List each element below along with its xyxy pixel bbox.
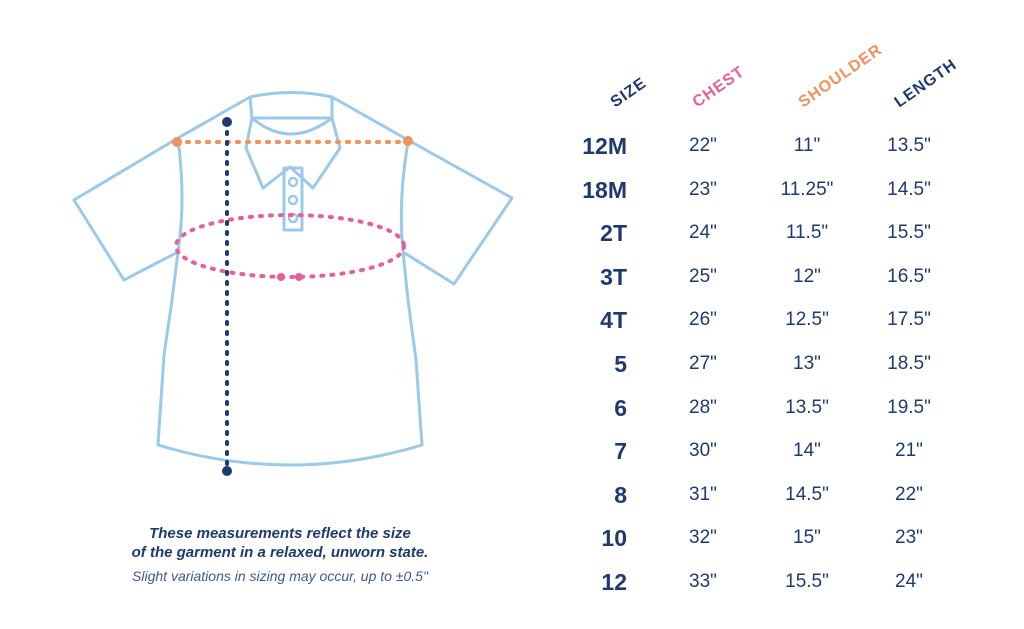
cell-size: 8	[614, 481, 627, 508]
cell-length: 15.5"	[887, 222, 931, 244]
button-middle	[287, 194, 299, 206]
cell-size: 2T	[600, 220, 627, 247]
caption-note: Slight variations in sizing may occur, u…	[132, 568, 428, 584]
collar-inner	[250, 116, 334, 136]
right-sleeve-seam	[399, 140, 410, 254]
cell-chest: 33"	[689, 571, 717, 592]
cell-shoulder: 14"	[793, 440, 821, 462]
cell-size: 18M	[582, 176, 627, 203]
cell-size: 6	[614, 394, 627, 421]
chest-measure-line	[174, 213, 406, 279]
cell-chest: 31"	[689, 483, 717, 505]
cell-shoulder: 15"	[793, 527, 821, 549]
cell-shoulder: 13.5"	[785, 396, 829, 418]
cell-chest: 30"	[689, 440, 717, 462]
cell-size: 4T	[600, 307, 627, 334]
collar-left	[244, 116, 292, 190]
cell-length: 18.5"	[887, 353, 931, 374]
cell-shoulder: 13"	[793, 353, 821, 374]
cell-chest: 24"	[689, 222, 717, 244]
cell-shoulder: 11.5"	[785, 222, 829, 244]
length-dot-bottom	[222, 466, 232, 476]
cell-chest: 25"	[689, 265, 717, 287]
chest-dot-2	[295, 273, 303, 281]
cell-size: 3T	[600, 263, 627, 290]
cell-length: 16.5"	[887, 265, 931, 287]
cell-shoulder: 11"	[793, 135, 821, 156]
shoulder-dot-right	[403, 136, 413, 146]
chest-dot-1	[277, 273, 285, 281]
placket	[282, 166, 304, 232]
cell-chest: 32"	[689, 527, 717, 549]
shoulder-dot-left	[172, 137, 182, 147]
cell-length: 13.5"	[887, 135, 931, 156]
collar-back	[248, 91, 334, 120]
cell-chest: 26"	[689, 309, 717, 331]
caption-line-2: of the garment in a relaxed, unworn stat…	[131, 544, 429, 561]
cell-length: 21"	[895, 440, 923, 462]
cell-length: 19.5"	[887, 396, 931, 418]
cell-chest: 28"	[689, 396, 717, 418]
caption-line-1: These measurements reflect the size	[149, 525, 411, 542]
cell-shoulder: 15.5"	[785, 571, 829, 592]
cell-shoulder: 12.5"	[785, 309, 829, 331]
cell-length: 23"	[895, 527, 923, 549]
cell-chest: 23"	[689, 178, 717, 200]
cell-shoulder: 11.25"	[780, 178, 834, 200]
cell-shoulder: 12"	[793, 265, 821, 287]
cell-size: 12	[601, 569, 627, 595]
shirt-body-outline	[72, 95, 514, 467]
cell-size: 10	[601, 525, 627, 552]
button-top	[287, 176, 299, 188]
cell-length: 17.5"	[887, 309, 931, 331]
cell-chest: 27"	[689, 353, 717, 374]
cell-shoulder: 14.5"	[785, 483, 829, 505]
cell-size: 5	[614, 351, 627, 377]
cell-length: 22"	[895, 483, 923, 505]
cell-length: 14.5"	[887, 178, 931, 200]
cell-chest: 22"	[689, 135, 717, 156]
cell-size: 12M	[582, 133, 627, 159]
length-dot-top	[222, 117, 232, 127]
cell-size: 7	[614, 438, 627, 465]
cell-length: 24"	[895, 571, 923, 592]
